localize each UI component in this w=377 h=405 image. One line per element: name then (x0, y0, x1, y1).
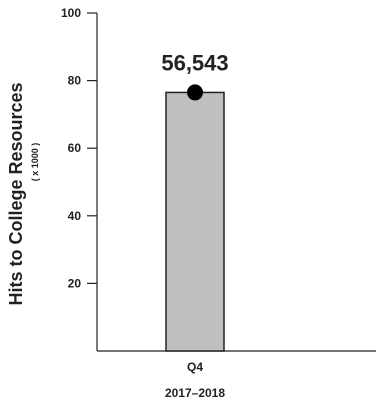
x-tick-labels: Q4 (187, 360, 203, 374)
y-axis-unit-label: ( x 1000 ) (30, 143, 40, 182)
y-tick-label: 40 (68, 209, 82, 223)
y-axis: 20 40 60 80 100 (61, 6, 98, 351)
y-axis-label: Hits to College Resources (6, 82, 26, 305)
x-axis-period-label: 2017–2018 (165, 386, 225, 400)
y-ticks: 20 40 60 80 100 (61, 6, 97, 290)
y-tick-label: 20 (68, 276, 82, 290)
y-tick-label: 80 (68, 74, 82, 88)
bars: 56,543 (161, 50, 229, 352)
x-tick-label: Q4 (187, 360, 203, 374)
bar (165, 91, 225, 352)
data-label: 56,543 (161, 50, 228, 75)
data-point-marker (187, 84, 203, 101)
y-tick-label: 60 (68, 141, 82, 155)
y-tick-label: 100 (61, 6, 81, 20)
